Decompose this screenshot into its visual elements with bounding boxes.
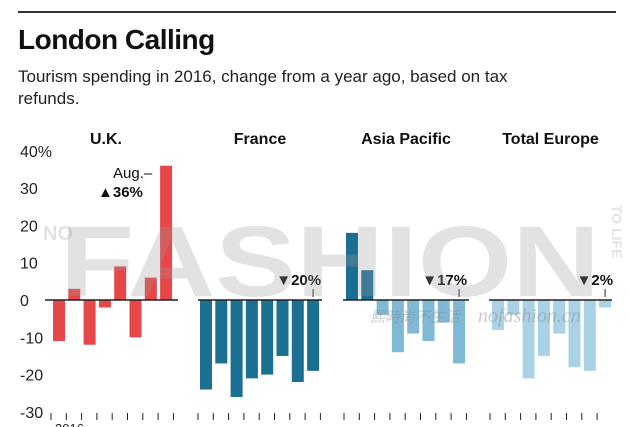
bar-total-europe-8 — [599, 300, 612, 308]
bar-total-europe-3 — [522, 300, 535, 379]
bar-france-5 — [261, 300, 274, 375]
y-tick-label: 40% — [20, 144, 52, 161]
bar-total-europe-4 — [537, 300, 550, 356]
panel-title-france: France — [234, 131, 287, 148]
bar-france-7 — [291, 300, 304, 383]
watermark-left: NO — [43, 223, 73, 245]
bar-france-2 — [215, 300, 228, 364]
watermark-main: FASHION — [60, 206, 600, 318]
bar-asia-pacific-5 — [407, 300, 420, 334]
y-tick-label: -20 — [20, 368, 43, 385]
annotation-value-asia-pacific: ▼17% — [422, 272, 467, 289]
x-axis-year-label: 2016 — [55, 421, 84, 427]
bar-u-k-6 — [129, 300, 142, 338]
bar-total-europe-5 — [553, 300, 566, 334]
bar-asia-pacific-7 — [437, 300, 450, 323]
bar-total-europe-2 — [507, 300, 520, 315]
top-rule — [18, 11, 616, 13]
chart-subtitle: Tourism spending in 2016, change from a … — [18, 67, 508, 108]
bar-total-europe-1 — [492, 300, 504, 330]
y-tick-label: 20 — [20, 218, 38, 235]
y-tick-label: 10 — [20, 256, 38, 273]
bar-u-k-8 — [160, 165, 173, 300]
bar-france-1 — [200, 300, 212, 390]
chart-title: London Calling — [18, 24, 215, 55]
bar-total-europe-6 — [568, 300, 581, 368]
bar-asia-pacific-8 — [453, 300, 466, 364]
watermark-cn: 熙時尚不生活 — [370, 309, 462, 326]
bar-u-k-3 — [83, 300, 96, 345]
panel-title-u-k: U.K. — [90, 131, 122, 148]
bar-u-k-7 — [144, 277, 157, 300]
annotation-value-uk: ▲36% — [98, 184, 143, 201]
bar-france-3 — [230, 300, 243, 397]
bar-u-k-1 — [53, 300, 65, 342]
panel-title-asia-pacific: Asia Pacific — [361, 131, 451, 148]
bar-asia-pacific-6 — [422, 300, 435, 342]
bar-asia-pacific-2 — [361, 270, 374, 300]
bar-u-k-2 — [68, 288, 81, 300]
bar-france-8 — [307, 300, 320, 371]
annotation-label-uk: Aug.– — [113, 165, 153, 182]
bar-u-k-5 — [114, 266, 127, 300]
bar-asia-pacific-4 — [391, 300, 404, 353]
bar-total-europe-7 — [583, 300, 596, 371]
y-tick-label: 30 — [20, 181, 38, 198]
y-tick-label: 0 — [20, 293, 29, 310]
bar-asia-pacific-3 — [376, 300, 389, 315]
bar-asia-pacific-1 — [346, 232, 358, 300]
annotation-value-total-europe: ▼2% — [577, 272, 614, 289]
watermark-url: nofashion.cn — [478, 305, 581, 327]
bar-france-6 — [276, 300, 289, 356]
y-tick-label: -30 — [20, 405, 43, 422]
panel-title-total-europe: Total Europe — [502, 131, 599, 148]
y-tick-label: -10 — [20, 330, 43, 347]
bar-france-4 — [245, 300, 258, 379]
watermark-right: TO LIFE — [609, 205, 625, 258]
bar-u-k-4 — [98, 300, 111, 308]
annotation-value-france: ▼20% — [276, 272, 321, 289]
